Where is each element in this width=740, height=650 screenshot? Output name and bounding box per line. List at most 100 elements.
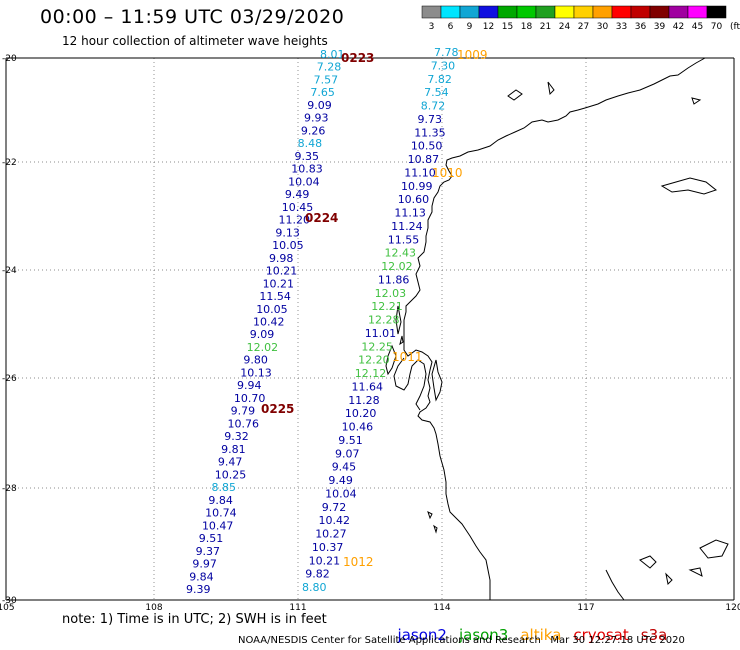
swh-value-label: 10.42 bbox=[253, 316, 285, 329]
colorbar-swatch-33 bbox=[611, 5, 632, 19]
swh-value-label: 9.09 bbox=[307, 99, 332, 112]
colorbar-swatch-24 bbox=[554, 5, 575, 19]
lon-tick-label: 108 bbox=[145, 603, 162, 610]
swh-value-label: 10.99 bbox=[401, 180, 433, 193]
pass-time-0223: 0223 bbox=[341, 51, 374, 65]
lon-tick-label: 105 bbox=[0, 603, 15, 610]
lon-tick-label: 117 bbox=[577, 603, 594, 610]
footer-note: note: 1) Time is in UTC; 2) SWH is in fe… bbox=[62, 612, 327, 627]
swh-value-label: 12.02 bbox=[381, 260, 413, 273]
colorbar-label-6: 6 bbox=[448, 22, 454, 32]
swh-value-label: 11.24 bbox=[391, 220, 423, 233]
swh-value-label: 10.04 bbox=[325, 487, 357, 500]
swh-value-label: 10.37 bbox=[312, 541, 344, 554]
swh-value-label: 9.37 bbox=[196, 545, 221, 558]
swh-value-label: 8.48 bbox=[298, 137, 323, 150]
swh-value-label: 10.70 bbox=[234, 392, 266, 405]
page-title: 00:00 – 11:59 UTC 03/29/2020 bbox=[40, 6, 345, 28]
colorbar-label-12: 12 bbox=[483, 22, 494, 32]
swh-value-label: 7.28 bbox=[317, 61, 342, 74]
satellite-legend: jason2 jason3 altika cryosat s3a bbox=[388, 608, 679, 644]
swh-value-label: 9.93 bbox=[304, 112, 329, 125]
swh-value-label: 12.28 bbox=[368, 314, 400, 327]
swh-value-label: 10.21 bbox=[266, 265, 298, 278]
colorbar-swatch-18 bbox=[516, 5, 537, 19]
bernier-island bbox=[395, 305, 402, 335]
lat-tick-label: -20 bbox=[2, 54, 17, 64]
swh-value-label: 7.82 bbox=[427, 73, 452, 86]
swh-value-label: 12.12 bbox=[355, 367, 387, 380]
swh-value-label: 8.01 bbox=[320, 48, 345, 61]
colorbar-swatch-30 bbox=[592, 5, 613, 19]
sat-altika-label: altika bbox=[520, 626, 562, 644]
swh-value-label: 9.35 bbox=[294, 150, 319, 163]
swh-value-label: 10.76 bbox=[227, 417, 259, 430]
houtman-islands bbox=[427, 511, 438, 534]
swh-value-label: 12.25 bbox=[361, 340, 393, 353]
swh-value-label: 10.13 bbox=[240, 366, 272, 379]
colorbar-swatch-36 bbox=[630, 5, 651, 19]
swh-value-label: 10.83 bbox=[291, 163, 323, 176]
swh-value-label: 10.25 bbox=[215, 468, 247, 481]
pass-time-markers: 0223 0224 0225 1009 1010 1011 1012 bbox=[261, 48, 488, 569]
colorbar-swatch-42 bbox=[668, 5, 689, 19]
swh-value-label: 9.47 bbox=[218, 456, 243, 469]
swh-value-label: 9.49 bbox=[285, 188, 310, 201]
colorbar-label-70: 70 bbox=[711, 22, 723, 32]
colorbar-swatch-15 bbox=[497, 5, 518, 19]
lat-lon-grid bbox=[5, 57, 735, 601]
swh-value-label: 11.54 bbox=[259, 290, 291, 303]
sat-jason3-label: jason3 bbox=[458, 626, 509, 644]
lat-tick-label: -26 bbox=[2, 374, 17, 384]
swh-value-label: 9.94 bbox=[237, 379, 261, 392]
colorbar-label-33: 33 bbox=[616, 22, 627, 32]
swh-value-label: 9.98 bbox=[269, 252, 294, 265]
coastline bbox=[385, 57, 729, 601]
swh-value-label: 7.57 bbox=[314, 73, 339, 86]
pass-time-0224: 0224 bbox=[305, 211, 338, 225]
colorbar-swatch-3 bbox=[421, 5, 442, 19]
colorbar-unit: (ft) bbox=[730, 22, 740, 32]
swh-value-label: 10.05 bbox=[272, 239, 304, 252]
swh-value-label: 9.13 bbox=[275, 226, 300, 239]
swh-value-label: 10.60 bbox=[398, 193, 430, 206]
swh-value-label: 12.20 bbox=[358, 354, 390, 367]
colorbar-swatch-9 bbox=[459, 5, 480, 19]
dirk-hartog-island bbox=[385, 344, 397, 376]
swh-value-label: 12.02 bbox=[247, 341, 279, 354]
swh-value-label: 9.45 bbox=[332, 461, 357, 474]
swh-value-label: 9.97 bbox=[192, 558, 217, 571]
swh-value-label: 11.55 bbox=[388, 233, 420, 246]
australia-west-coast bbox=[403, 57, 706, 600]
swh-value-label: 9.73 bbox=[418, 113, 443, 126]
islands-northeast bbox=[660, 177, 718, 195]
swh-value-label: 12.03 bbox=[375, 287, 407, 300]
lon-tick-label: 111 bbox=[289, 603, 306, 610]
sat-s3a-label: s3a bbox=[640, 626, 668, 644]
swh-value-label: 12.43 bbox=[385, 247, 417, 260]
lat-tick-label: -22 bbox=[2, 158, 17, 168]
swh-value-label: 11.01 bbox=[365, 327, 397, 340]
pass-time-1010: 1010 bbox=[432, 166, 463, 180]
shark-bay-peninsula bbox=[393, 357, 427, 411]
lat-tick-label: -30 bbox=[2, 596, 17, 606]
colorbar-label-3: 3 bbox=[429, 22, 435, 32]
colorbar-swatch-45 bbox=[687, 5, 708, 19]
swh-value-label: 11.10 bbox=[404, 166, 436, 179]
colorbar-label-18: 18 bbox=[521, 22, 533, 32]
swh-value-label: 11.64 bbox=[352, 380, 384, 393]
swh-value-label: 10.21 bbox=[309, 554, 341, 567]
colorbar-label-24: 24 bbox=[559, 22, 571, 32]
altimeter-tracks: 9.399.849.979.379.5110.4710.749.848.8510… bbox=[186, 46, 459, 596]
swh-value-label: 9.82 bbox=[305, 568, 330, 581]
swh-value-label: 7.65 bbox=[310, 86, 335, 99]
sat-cryosat-label: cryosat bbox=[573, 626, 629, 644]
swh-value-label: 7.54 bbox=[424, 86, 449, 99]
swh-value-label: 10.42 bbox=[319, 514, 351, 527]
swh-value-label: 10.50 bbox=[411, 140, 443, 153]
colorbar-swatch-70 bbox=[706, 5, 727, 19]
swh-value-label: 9.32 bbox=[224, 430, 249, 443]
swh-value-label: 10.21 bbox=[263, 277, 295, 290]
